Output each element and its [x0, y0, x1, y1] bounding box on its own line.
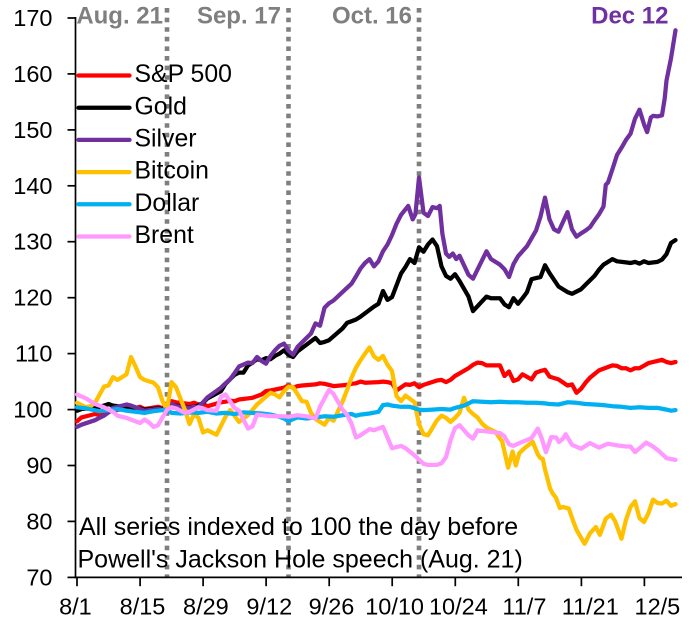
svg-text:Dec 12: Dec 12 — [591, 3, 668, 30]
svg-text:12/5: 12/5 — [635, 594, 681, 620]
svg-text:8/1: 8/1 — [59, 594, 92, 620]
svg-text:All series indexed to 100 the: All series indexed to 100 the day before — [79, 513, 518, 541]
svg-text:80: 80 — [26, 508, 52, 534]
svg-text:70: 70 — [26, 564, 52, 590]
svg-text:8/15: 8/15 — [120, 594, 166, 620]
svg-text:100: 100 — [13, 397, 52, 423]
svg-text:9/12: 9/12 — [246, 594, 292, 620]
svg-text:S&P 500: S&P 500 — [135, 61, 232, 88]
svg-text:Aug. 21: Aug. 21 — [76, 3, 163, 30]
svg-text:Powell's Jackson Hole speech (: Powell's Jackson Hole speech (Aug. 21) — [78, 546, 523, 574]
svg-text:Brent: Brent — [135, 222, 194, 249]
svg-text:Silver: Silver — [135, 126, 197, 153]
svg-text:10/10: 10/10 — [365, 594, 424, 620]
svg-text:Dollar: Dollar — [135, 190, 200, 217]
svg-text:Sep. 17: Sep. 17 — [197, 3, 281, 30]
svg-text:11/21: 11/21 — [562, 594, 619, 620]
svg-text:150: 150 — [13, 117, 52, 143]
svg-text:11/7: 11/7 — [502, 594, 546, 620]
svg-text:110: 110 — [15, 341, 52, 367]
svg-text:120: 120 — [13, 285, 52, 311]
svg-text:Oct. 16: Oct. 16 — [332, 3, 412, 30]
svg-text:130: 130 — [13, 229, 52, 255]
svg-text:160: 160 — [13, 61, 52, 87]
svg-text:10/24: 10/24 — [429, 594, 488, 620]
svg-text:Bitcoin: Bitcoin — [135, 158, 209, 185]
svg-text:170: 170 — [13, 5, 52, 31]
svg-text:140: 140 — [13, 173, 52, 199]
svg-text:8/29: 8/29 — [183, 594, 229, 620]
svg-text:9/26: 9/26 — [309, 594, 355, 620]
svg-text:90: 90 — [26, 453, 52, 479]
svg-text:Gold: Gold — [135, 93, 187, 120]
